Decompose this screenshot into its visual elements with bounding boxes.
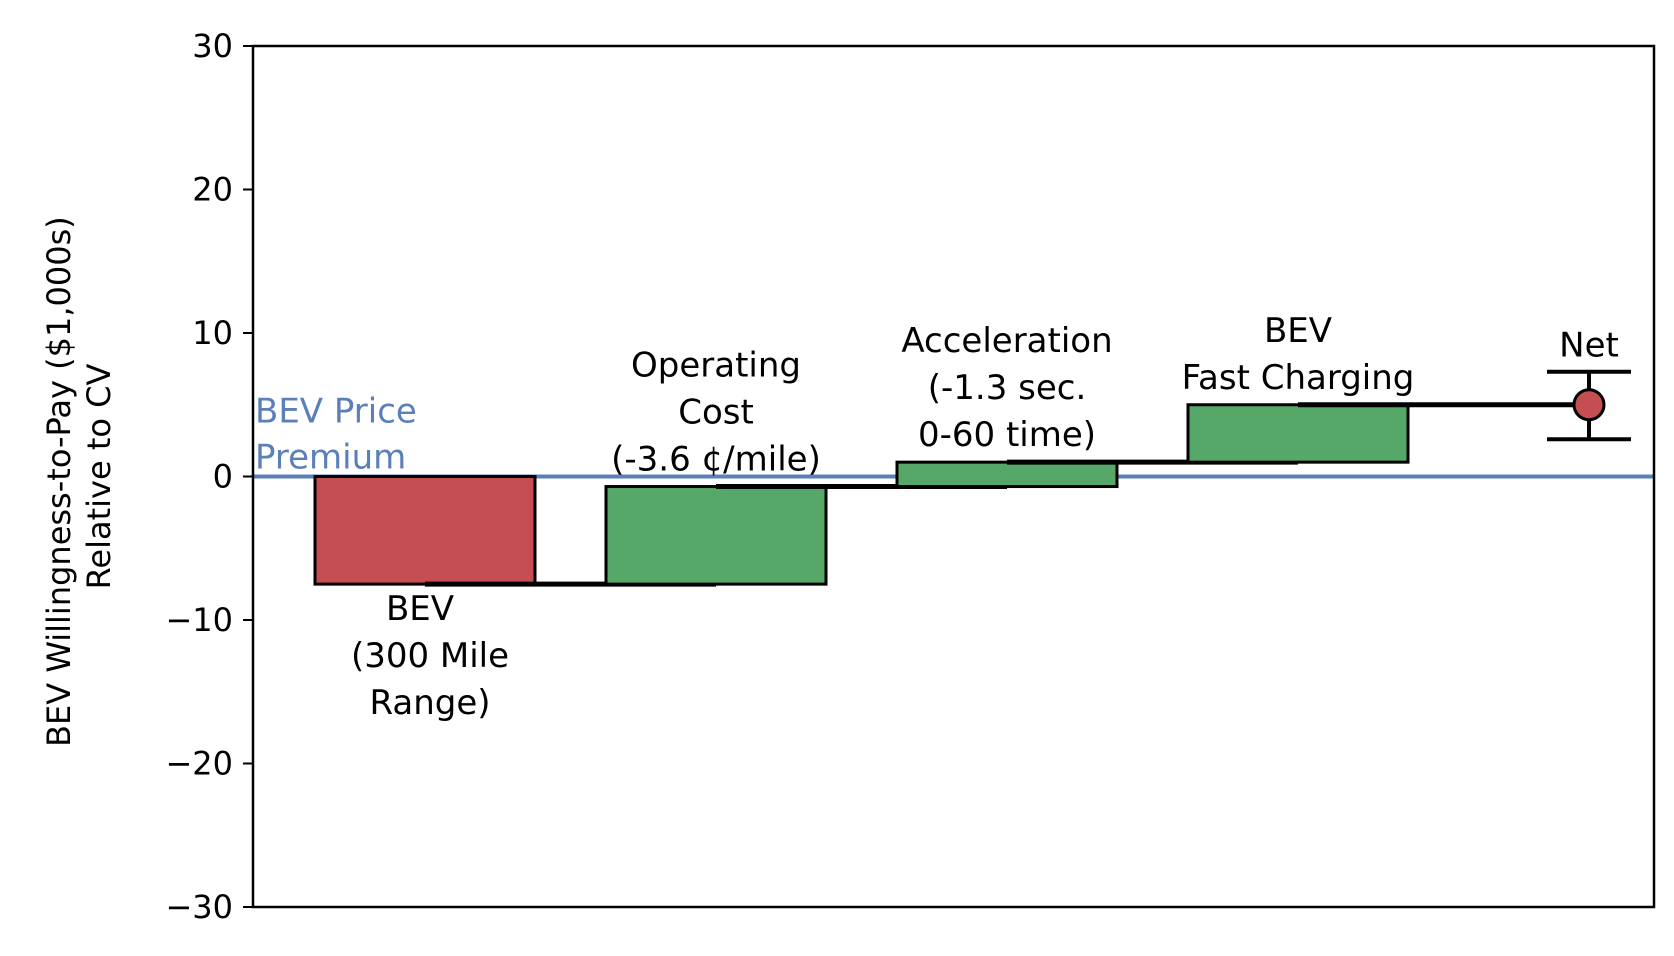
waterfall-bar (313, 475, 537, 586)
y-tick-label: −10 (165, 601, 233, 639)
y-axis-label: BEV Willingness-to-Pay ($1,000s) Relativ… (40, 206, 118, 747)
bar-label: Acceleration (901, 321, 1112, 361)
waterfall-bar (604, 485, 828, 586)
bar-label: 0-60 time) (918, 415, 1096, 455)
bar-label: Fast Charging (1182, 358, 1415, 398)
y-axis-label-line-1: BEV Willingness-to-Pay ($1,000s) (40, 216, 78, 747)
net-label: Net (1559, 326, 1619, 366)
y-tick-label: 30 (192, 27, 233, 65)
bar-label: (300 Mile (351, 636, 509, 676)
bar-label: Range) (369, 683, 490, 723)
bar-label: Operating (631, 346, 801, 386)
bar-label: BEV (386, 589, 454, 629)
plot-frame (251, 44, 1656, 909)
bar-label: BEV (1264, 311, 1332, 351)
bar-label: (-3.6 ¢/mile) (611, 440, 821, 480)
y-tick-label: −20 (165, 745, 233, 783)
bar-label: Cost (678, 393, 754, 433)
reference-line-label: BEV Price (255, 392, 417, 432)
net-point (1572, 388, 1606, 422)
bar-label: (-1.3 sec. (928, 368, 1087, 408)
waterfall-bar (895, 460, 1119, 489)
y-tick-label: 0 (213, 458, 233, 496)
waterfall-bar (1186, 403, 1410, 464)
y-axis-label-line-2: Relative to CV (80, 364, 118, 590)
y-tick-label: −30 (165, 888, 233, 926)
y-tick-label: 20 (192, 171, 233, 209)
y-tick-label: 10 (192, 314, 233, 352)
reference-line-label: Premium (255, 438, 406, 478)
